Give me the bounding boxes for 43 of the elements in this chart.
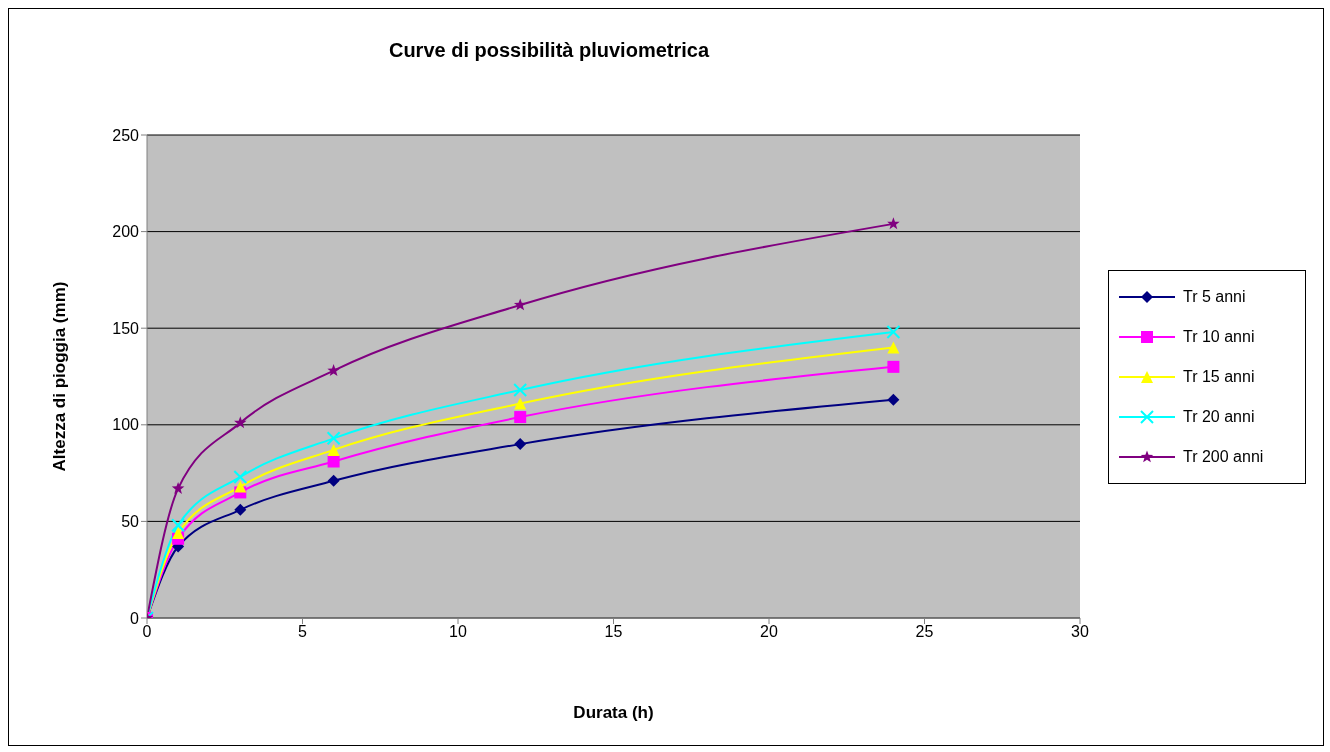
y-axis-title: Altezza di pioggia (mm) [50,281,70,472]
legend-label: Tr 10 anni [1183,328,1255,346]
point [327,443,340,456]
point [234,480,247,493]
x-tick-label: 10 [449,623,467,641]
point [326,431,341,446]
x-axis-title: Durata (h) [573,703,654,722]
x-tick-label: 0 [142,623,152,641]
point [234,503,247,516]
point [887,360,900,373]
chart-title: Curve di possibilità pluviometrica [387,39,711,62]
x-tick-label: 30 [1071,623,1089,641]
point [513,298,527,311]
legend-label: Tr 15 anni [1183,368,1255,386]
legend-label: Tr 20 anni [1183,408,1255,426]
point [172,526,185,539]
point [327,455,340,468]
y-tick-label: 250 [112,126,140,144]
y-tick-label: 50 [121,513,140,531]
point [234,416,247,429]
point [514,438,527,451]
y-tick-label: 150 [112,319,140,337]
point [171,481,185,494]
point [327,474,340,487]
point [513,383,528,398]
point [887,341,900,354]
point [887,393,900,406]
y-tick-label: 200 [112,223,140,241]
point [171,518,186,533]
legend-label: Tr 200 anni [1183,448,1264,466]
x-tick-label: 5 [298,623,308,641]
point [514,397,527,410]
x-tick-label: 25 [915,623,934,641]
x-tick-label: 20 [760,623,778,641]
point [233,469,248,484]
legend-label: Tr 5 anni [1183,288,1246,306]
x-tick-label: 15 [604,623,623,641]
point [887,217,900,230]
point [514,411,527,424]
point [327,364,340,377]
y-tick-label: 0 [130,609,140,627]
y-tick-label: 100 [112,416,140,434]
point [886,325,901,340]
